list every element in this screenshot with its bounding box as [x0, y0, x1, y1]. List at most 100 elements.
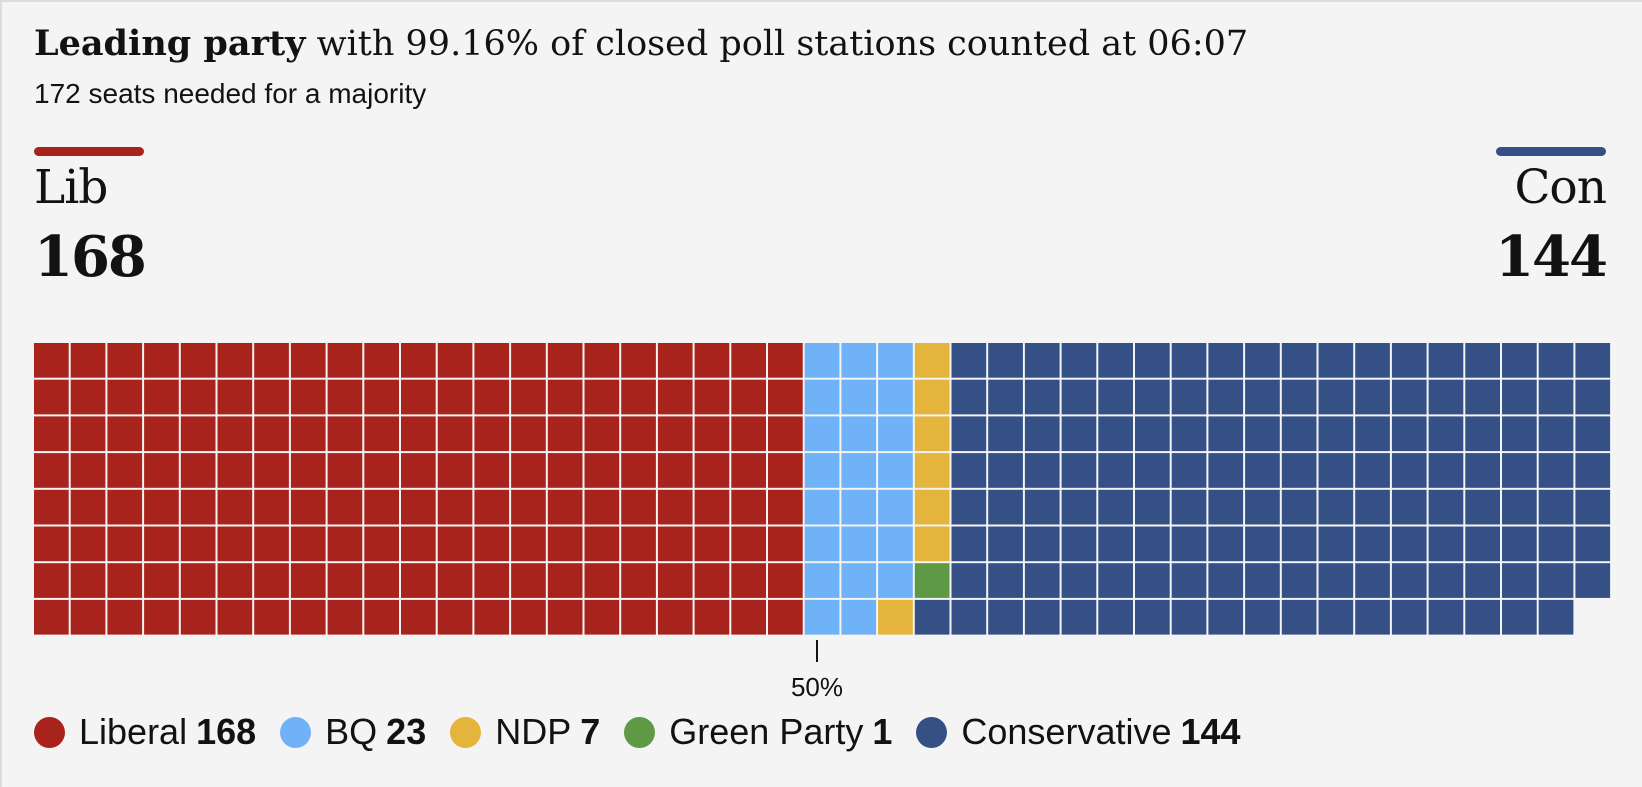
seat-conservative [951, 489, 987, 525]
seat-ndp [914, 489, 950, 525]
seat-conservative [1428, 526, 1464, 562]
conservative-dot-icon [916, 716, 948, 748]
seat-liberal [290, 526, 326, 562]
seat-conservative [1575, 563, 1611, 598]
seat-liberal [180, 379, 216, 415]
seat-liberal [144, 599, 179, 635]
seat-conservative [951, 599, 987, 635]
seat-bq [878, 453, 913, 488]
seat-liberal [107, 599, 143, 635]
seat-liberal [401, 489, 436, 525]
seat-liberal [364, 416, 399, 452]
seat-liberal [657, 453, 693, 488]
seat-conservative [1281, 599, 1317, 635]
seat-conservative [951, 343, 987, 378]
seat-conservative [1135, 599, 1170, 635]
seat-liberal [584, 526, 620, 562]
legend-value: 144 [1180, 711, 1241, 752]
seat-conservative [951, 563, 987, 598]
seat-liberal [547, 563, 583, 598]
seat-conservative [1502, 343, 1537, 378]
seat-liberal [180, 416, 216, 452]
legend: Liberal 168 BQ 23 NDP 7 Green Party 1 Co… [34, 712, 1265, 752]
seat-conservative [1465, 343, 1500, 378]
seat-conservative [1502, 489, 1537, 525]
seat-liberal [694, 416, 730, 452]
seat-conservative [1208, 416, 1244, 452]
seat-liberal [731, 416, 766, 452]
seat-conservative [1208, 453, 1244, 488]
seat-liberal [584, 563, 620, 598]
seat-liberal [107, 416, 143, 452]
seat-liberal [217, 489, 253, 525]
seat-conservative [1575, 453, 1611, 488]
seat-liberal [511, 599, 546, 635]
seat-conservative [1538, 453, 1574, 488]
seat-conservative [1208, 379, 1244, 415]
seat-liberal [254, 489, 289, 525]
seat-liberal [144, 526, 179, 562]
seat-conservative [1135, 526, 1170, 562]
seat-liberal [107, 526, 143, 562]
seat-conservative [1575, 379, 1611, 415]
seat-liberal [254, 453, 289, 488]
seat-conservative [951, 416, 987, 452]
legend-value: 7 [580, 711, 601, 752]
seat-liberal [657, 343, 693, 378]
title-bold: Leading party [34, 23, 306, 64]
seat-conservative [1135, 489, 1170, 525]
seat-conservative [1428, 343, 1464, 378]
seat-conservative [1061, 526, 1097, 562]
seat-liberal [621, 563, 656, 598]
seat-ndp [914, 379, 950, 415]
legend-label: Liberal [79, 711, 188, 752]
seat-liberal [511, 343, 546, 378]
seat-conservative [1538, 416, 1574, 452]
seat-conservative [1575, 526, 1611, 562]
seat-liberal [254, 343, 289, 378]
seat-liberal [584, 343, 620, 378]
seat-liberal [290, 416, 326, 452]
seat-green-party [914, 563, 950, 598]
chart-subtitle: 172 seats needed for a majority [34, 78, 427, 109]
seat-liberal [364, 379, 399, 415]
seat-conservative [1355, 563, 1390, 598]
con-leader-name: Con [1514, 160, 1607, 215]
seat-liberal [621, 526, 656, 562]
seat-liberal [34, 599, 69, 635]
seat-bq [804, 563, 840, 598]
seat-liberal [694, 489, 730, 525]
seat-liberal [768, 599, 803, 635]
seat-conservative [1024, 599, 1060, 635]
seat-liberal [217, 526, 253, 562]
seat-liberal [584, 379, 620, 415]
seat-liberal [217, 453, 253, 488]
seat-liberal [327, 343, 363, 378]
seat-conservative [951, 379, 987, 415]
seat-conservative [988, 416, 1023, 452]
seat-liberal [70, 416, 106, 452]
seat-conservative [1135, 453, 1170, 488]
seat-liberal [144, 343, 179, 378]
seat-conservative [1061, 379, 1097, 415]
seat-bq [841, 379, 877, 415]
seat-liberal [694, 453, 730, 488]
seat-liberal [217, 343, 253, 378]
seat-conservative [1318, 599, 1354, 635]
legend-label: Conservative [961, 711, 1172, 752]
seat-conservative [1208, 526, 1244, 562]
seat-liberal [511, 379, 546, 415]
seat-bq [878, 526, 913, 562]
seat-conservative [1171, 599, 1207, 635]
seat-liberal [768, 416, 803, 452]
seat-liberal [584, 453, 620, 488]
seat-bq [841, 489, 877, 525]
seat-conservative [1465, 453, 1500, 488]
seat-liberal [401, 453, 436, 488]
seat-bq [804, 343, 840, 378]
seat-liberal [144, 453, 179, 488]
legend-value: 1 [872, 711, 893, 752]
seat-liberal [107, 453, 143, 488]
seat-liberal [107, 379, 143, 415]
seat-conservative [1245, 453, 1280, 488]
